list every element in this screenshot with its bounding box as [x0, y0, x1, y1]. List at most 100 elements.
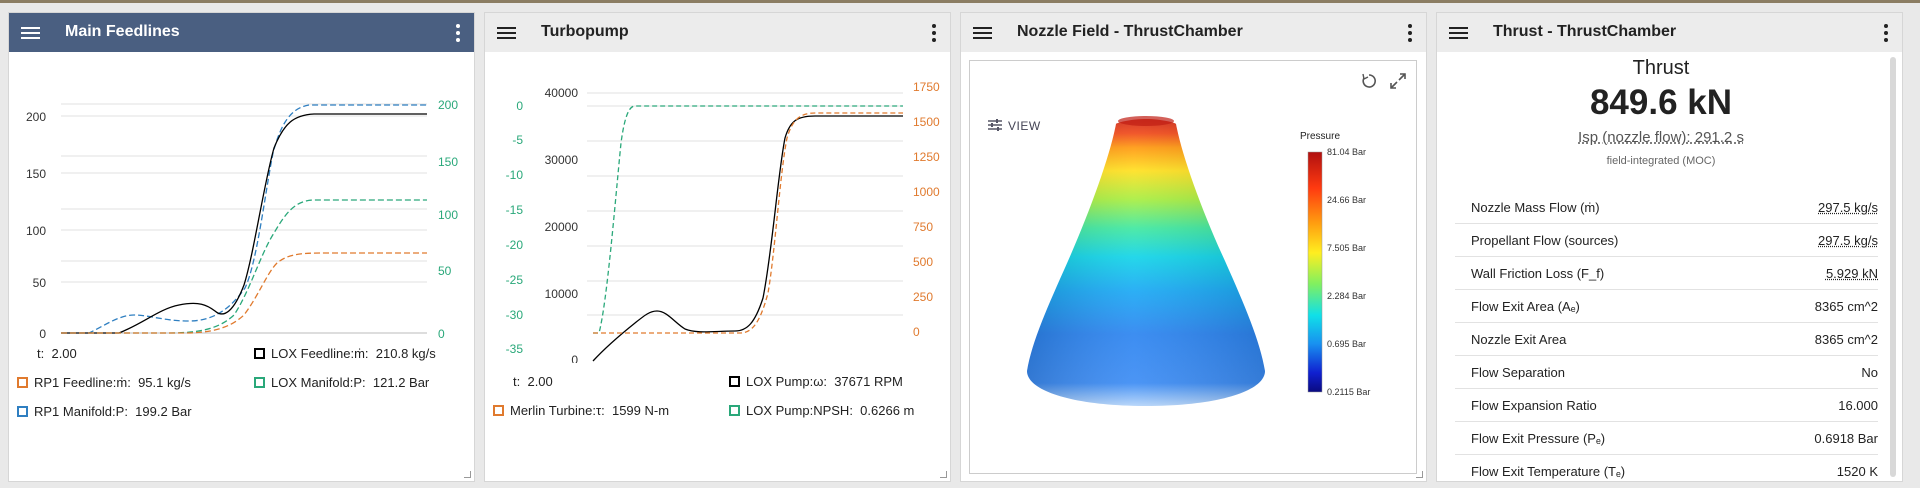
metric-value[interactable]: 297.5 kg/s	[1818, 233, 1878, 248]
expand-icon[interactable]	[1390, 73, 1406, 89]
y-tick: 150	[26, 167, 46, 181]
metric-value[interactable]: 297.5 kg/s	[1818, 200, 1878, 215]
metric-label: Nozzle Exit Area	[1471, 332, 1567, 347]
time-label: t:	[37, 346, 45, 361]
sliders-icon	[988, 119, 1002, 131]
metric-label: Flow Exit Area (Aₑ)	[1471, 299, 1580, 314]
y-tick-inner: 30000	[545, 153, 579, 167]
turbopump-panel: Turbopump 0 -5 -10 -15 -20 -25 -30 -35 4…	[484, 12, 951, 482]
time-value: 2.00	[51, 346, 77, 361]
legend-item-lox-pump-speed[interactable]: LOX Pump:ω: 37671 RPM	[729, 374, 903, 389]
legend-item-rp1-manifold[interactable]: RP1 Manifold:P: 199.2 Bar	[17, 404, 192, 419]
resize-handle-icon[interactable]	[940, 471, 947, 478]
drag-menu-icon[interactable]	[1449, 27, 1468, 39]
metric-value: No	[1861, 365, 1878, 380]
panel-header[interactable]: Thrust - ThrustChamber	[1437, 13, 1902, 52]
top-accent-bar	[0, 0, 1920, 3]
drag-menu-icon[interactable]	[973, 27, 992, 39]
view-label: VIEW	[1008, 119, 1041, 133]
time-label: t:	[513, 374, 521, 389]
panel-title: Thrust - ThrustChamber	[1493, 23, 1677, 40]
panel-title: Nozzle Field - ThrustChamber	[1017, 23, 1243, 40]
more-options-icon[interactable]	[932, 24, 936, 42]
thrust-value: 849.6 kN	[1589, 83, 1733, 122]
lox-feedline-flow-line	[61, 113, 427, 334]
legend-label: LOX Pump:ω:	[746, 374, 827, 389]
thrust-panel: Thrust - ThrustChamber Thrust 849.6 kN I…	[1436, 12, 1903, 482]
y2-tick: 0	[438, 327, 445, 341]
panel-header[interactable]: Nozzle Field - ThrustChamber	[961, 13, 1426, 52]
metric-row: Nozzle Mass Flow (ṁ) 297.5 kg/s	[1455, 191, 1878, 224]
merlin-turbine-torque-line	[593, 112, 903, 334]
colorbar-tick: 2.284 Bar	[1327, 291, 1366, 301]
legend-swatch	[254, 377, 265, 388]
more-options-icon[interactable]	[1408, 24, 1412, 42]
colorbar-title: Pressure	[1300, 131, 1340, 142]
y2-tick: 1750	[913, 80, 940, 94]
y-tick: 50	[33, 276, 47, 290]
resize-handle-icon[interactable]	[1416, 471, 1423, 478]
legend-item-lox-feedline[interactable]: LOX Feedline:ṁ: 210.8 kg/s	[254, 346, 436, 361]
scrollbar[interactable]	[1890, 57, 1896, 477]
y-tick-outer: -20	[506, 238, 524, 252]
colorbar-tick: 7.505 Bar	[1327, 243, 1366, 253]
legend-label: LOX Pump:NPSH:	[746, 403, 853, 418]
time-value: 2.00	[527, 374, 553, 389]
metric-label: Flow Exit Pressure (Pₑ)	[1471, 431, 1606, 446]
y2-tick: 50	[438, 264, 452, 278]
legend-label: RP1 Feedline:ṁ:	[34, 375, 131, 390]
view-button[interactable]: VIEW	[988, 119, 1041, 133]
y2-tick: 750	[913, 220, 933, 234]
y-tick-inner: 0	[571, 353, 578, 363]
metric-value: 8365 cm^2	[1814, 299, 1878, 314]
legend-swatch	[729, 376, 740, 387]
panel-title: Turbopump	[541, 23, 629, 40]
legend-item-lox-pump-npsh[interactable]: LOX Pump:NPSH: 0.6266 m	[729, 403, 914, 418]
metric-label: Wall Friction Loss (F_f)	[1471, 266, 1605, 281]
legend-value: 1599 N-m	[611, 403, 670, 418]
reset-view-icon[interactable]	[1361, 73, 1377, 89]
y-tick-outer: -15	[506, 203, 524, 217]
metric-value[interactable]: 5.929 kN	[1825, 266, 1878, 281]
y2-tick: 100	[438, 208, 458, 222]
metric-row: Nozzle Exit Area 8365 cm^2	[1455, 323, 1878, 356]
colorbar-tick: 0.695 Bar	[1327, 339, 1366, 349]
nozzle-viewport[interactable]: VIEW	[969, 60, 1417, 474]
metric-row: Propellant Flow (sources) 297.5 kg/s	[1455, 224, 1878, 257]
legend-item-lox-manifold[interactable]: LOX Manifold:P: 121.2 Bar	[254, 375, 429, 390]
rp1-manifold-pressure-line	[61, 104, 427, 334]
y2-tick: 1250	[913, 150, 940, 164]
legend-value: 121.2 Bar	[372, 375, 430, 390]
y-tick-outer: 0	[516, 99, 523, 113]
metric-row: Wall Friction Loss (F_f) 5.929 kN	[1455, 257, 1878, 290]
metric-value: 1520 K	[1836, 464, 1878, 479]
main-feedlines-panel: Main Feedlines 200 150 100 50 0 200 150 …	[8, 12, 475, 482]
drag-menu-icon[interactable]	[497, 27, 516, 39]
lox-manifold-pressure-line	[61, 199, 427, 334]
y2-tick: 1500	[913, 115, 940, 129]
legend-value: 95.1 kg/s	[138, 375, 191, 390]
panel-header[interactable]: Turbopump	[485, 13, 950, 52]
panel-title: Main Feedlines	[65, 23, 180, 40]
panel-header[interactable]: Main Feedlines	[9, 13, 474, 52]
metric-label: Flow Separation	[1471, 365, 1565, 380]
y-tick-outer: -35	[506, 342, 524, 356]
resize-handle-icon[interactable]	[464, 471, 471, 478]
legend-item-merlin-turbine[interactable]: Merlin Turbine:τ: 1599 N-m	[493, 403, 669, 418]
y2-tick: 1000	[913, 185, 940, 199]
metric-row: Flow Expansion Ratio 16.000	[1455, 389, 1878, 422]
legend-value: 0.6266 m	[860, 403, 915, 418]
more-options-icon[interactable]	[1884, 24, 1888, 42]
isp-readout: Isp (nozzle flow): 291.2 s	[1578, 129, 1744, 146]
metric-label: Propellant Flow (sources)	[1471, 233, 1619, 248]
colorbar-tick: 24.66 Bar	[1327, 195, 1366, 205]
legend-label: RP1 Manifold:P:	[34, 404, 128, 419]
metric-value: 8365 cm^2	[1814, 332, 1878, 347]
legend-item-rp1-feedline[interactable]: RP1 Feedline:ṁ: 95.1 kg/s	[17, 375, 191, 390]
rp1-feedline-flow-line	[61, 252, 427, 334]
more-options-icon[interactable]	[456, 24, 460, 42]
feedlines-chart: 200 150 100 50 0 200 150 100 50 0	[26, 98, 458, 341]
legend-value: 37671 RPM	[834, 374, 903, 389]
lox-pump-speed-line	[592, 115, 903, 362]
drag-menu-icon[interactable]	[21, 27, 40, 39]
